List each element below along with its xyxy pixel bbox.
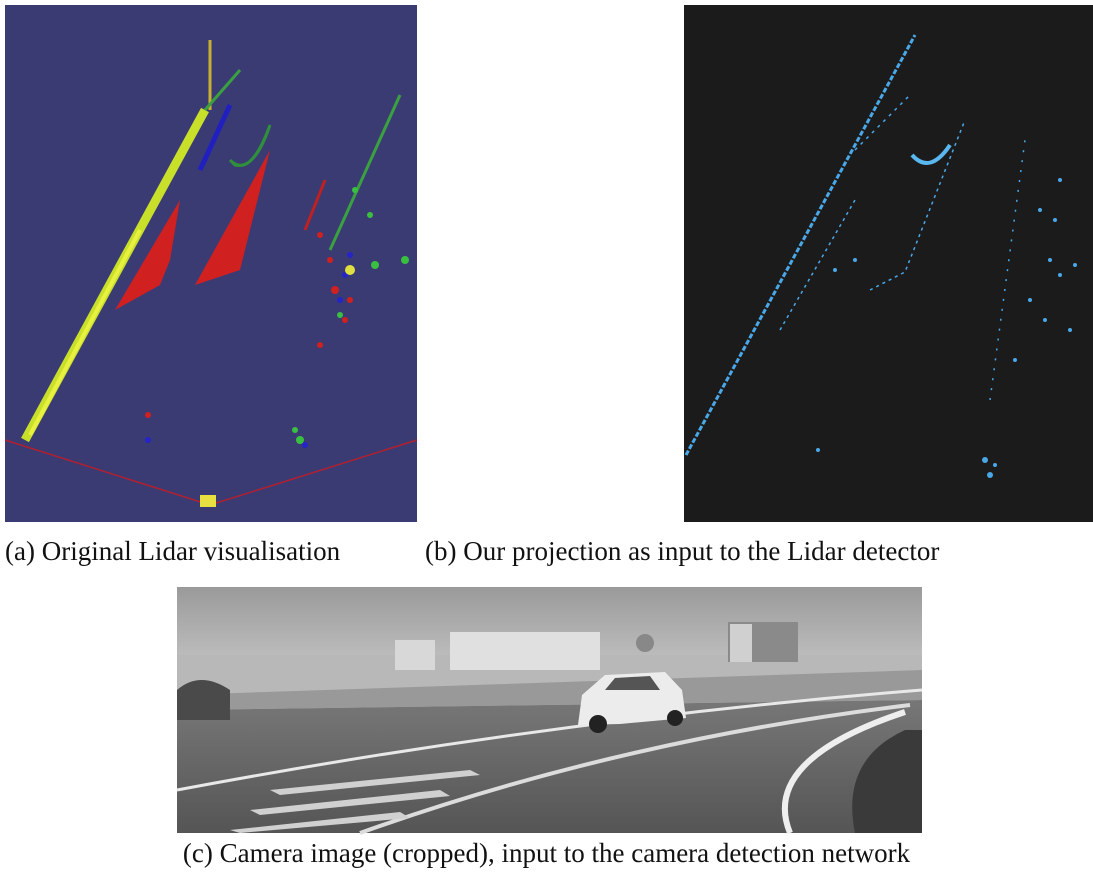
building (395, 640, 435, 670)
building (450, 632, 600, 670)
caption: (c) Camera image (cropped), input to the… (0, 840, 1093, 867)
figure (0, 0, 1093, 881)
caption: (b) Our projection as input to the Lidar… (425, 538, 939, 565)
sensor-origin (200, 495, 216, 507)
page: (a) Original Lidar visualisation (b) Our… (0, 0, 1093, 881)
lidar-projection (684, 5, 1093, 522)
building (730, 624, 752, 662)
lidar-visualisation (5, 5, 417, 522)
caption: (a) Original Lidar visualisation (5, 538, 340, 565)
scatter-points (345, 265, 355, 275)
road-sign (636, 634, 654, 652)
camera-image (177, 587, 922, 833)
bushes (177, 680, 230, 720)
